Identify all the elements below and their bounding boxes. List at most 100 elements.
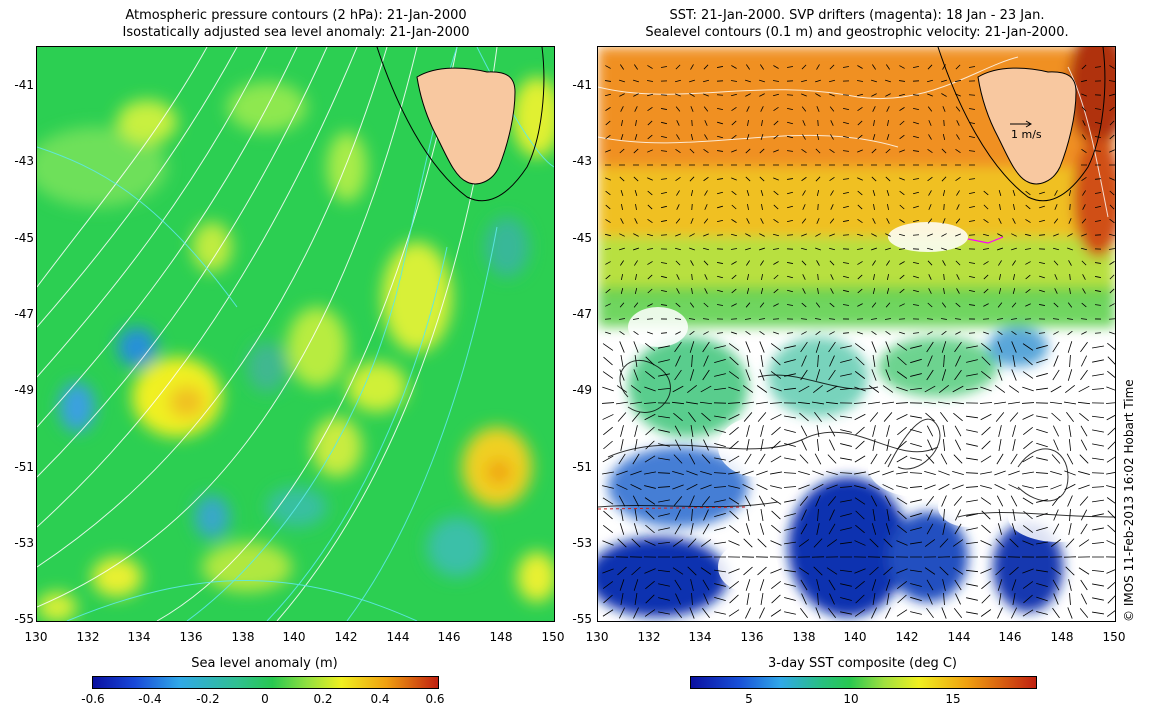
- velocity-arrow: [842, 108, 850, 110]
- velocity-arrow: [676, 288, 680, 294]
- velocity-arrow: [926, 79, 934, 83]
- velocity-arrow: [815, 369, 821, 381]
- velocity-arrow: [1069, 354, 1071, 368]
- velocity-arrow: [870, 453, 878, 465]
- sea-level-anomaly-map: [36, 46, 555, 622]
- velocity-arrow: [602, 414, 614, 420]
- velocity-arrow: [1052, 523, 1060, 535]
- velocity-arrow: [817, 508, 819, 522]
- velocity-arrow: [1109, 106, 1115, 112]
- velocity-arrow: [786, 289, 794, 293]
- velocity-arrow: [676, 274, 680, 280]
- velocity-arrow: [856, 248, 864, 250]
- velocity-arrow: [968, 108, 976, 110]
- y-tick: -51: [14, 460, 34, 474]
- velocity-arrow: [873, 119, 875, 127]
- velocity-arrow: [644, 343, 656, 351]
- velocity-arrow: [855, 524, 865, 534]
- velocity-arrow: [842, 332, 850, 334]
- velocity-arrow: [691, 287, 693, 295]
- velocity-arrow: [658, 597, 670, 601]
- velocity-arrow: [815, 330, 821, 336]
- velocity-arrow: [759, 369, 765, 381]
- shelf-contour-sst: [937, 47, 1106, 202]
- velocity-arrow: [801, 106, 807, 112]
- velocity-arrow: [926, 523, 934, 535]
- velocity-arrow: [759, 247, 765, 251]
- velocity-arrow: [645, 594, 655, 604]
- velocity-arrow: [886, 260, 890, 266]
- velocity-arrow: [783, 486, 797, 488]
- velocity-arrow: [619, 330, 625, 336]
- velocity-arrow: [897, 356, 907, 366]
- velocity-arrow: [644, 485, 656, 489]
- velocity-arrow: [647, 65, 653, 69]
- velocity-arrow: [872, 509, 876, 521]
- velocity-arrow: [746, 287, 750, 295]
- velocity-arrow: [1094, 108, 1102, 110]
- velocity-arrow: [1051, 454, 1061, 464]
- velocity-arrow: [657, 472, 671, 474]
- velocity-arrow: [1109, 149, 1115, 153]
- velocity-arrow: [1025, 190, 1031, 196]
- velocity-arrow: [1109, 190, 1115, 196]
- velocity-arrow: [702, 247, 710, 251]
- left-title-line2: Isostatically adjusted sea level anomaly…: [122, 25, 470, 40]
- velocity-arrow: [674, 439, 682, 451]
- velocity-arrow: [815, 495, 821, 507]
- velocity-arrow: [1078, 567, 1090, 575]
- velocity-arrow: [647, 134, 653, 140]
- velocity-arrow: [687, 538, 697, 548]
- velocity-arrow: [1080, 79, 1088, 83]
- velocity-arrow: [1022, 386, 1034, 392]
- velocity-arrow: [605, 331, 611, 335]
- velocity-arrow: [1025, 331, 1031, 335]
- velocity-arrow: [965, 569, 979, 573]
- velocity-arrow: [603, 594, 613, 604]
- velocity-arrow: [633, 330, 639, 336]
- velocity-arrow: [1009, 538, 1019, 548]
- velocity-arrow: [672, 539, 684, 547]
- velocity-arrow: [745, 64, 751, 70]
- velocity-arrow: [802, 204, 806, 210]
- sla-map-graphic: [37, 47, 554, 621]
- velocity-arrow: [674, 425, 682, 437]
- velocity-arrow: [871, 302, 877, 308]
- velocity-arrow: [798, 567, 810, 575]
- velocity-arrow: [868, 401, 880, 405]
- velocity-arrow: [1052, 341, 1060, 353]
- velocity-arrow: [872, 190, 876, 196]
- velocity-arrow: [896, 471, 908, 475]
- velocity-arrow: [980, 568, 992, 574]
- y-tick: -55: [14, 612, 34, 626]
- velocity-arrow: [634, 593, 638, 605]
- x-tick: 142: [895, 630, 919, 644]
- velocity-arrow: [1022, 343, 1034, 351]
- velocity-arrow: [968, 192, 976, 194]
- velocity-arrow: [998, 355, 1002, 367]
- colorbar-tick: -0.6: [81, 692, 105, 706]
- velocity-arrow: [1106, 456, 1115, 463]
- velocity-arrow: [634, 190, 638, 196]
- velocity-arrow: [759, 302, 765, 308]
- velocity-arrow: [830, 288, 834, 294]
- velocity-arrow: [1012, 439, 1016, 451]
- velocity-arrow: [953, 454, 963, 464]
- velocity-arrow: [952, 385, 964, 393]
- velocity-arrow: [940, 453, 948, 465]
- velocity-arrow: [660, 289, 668, 293]
- y-tick: -43: [14, 154, 34, 168]
- velocity-arrow: [760, 106, 764, 112]
- velocity-arrow: [645, 371, 655, 379]
- velocity-arrow: [1008, 484, 1020, 490]
- velocity-arrow: [617, 412, 627, 422]
- velocity-arrow: [1038, 332, 1046, 334]
- velocity-arrow: [1077, 401, 1091, 405]
- colorbar-tick: 0.6: [425, 692, 445, 706]
- velocity-arrow: [1022, 455, 1034, 463]
- velocity-arrow: [1092, 429, 1104, 433]
- velocity-arrow: [760, 190, 764, 196]
- right-colorbar: [690, 676, 1037, 689]
- velocity-arrow: [635, 119, 637, 127]
- velocity-arrow: [643, 402, 657, 404]
